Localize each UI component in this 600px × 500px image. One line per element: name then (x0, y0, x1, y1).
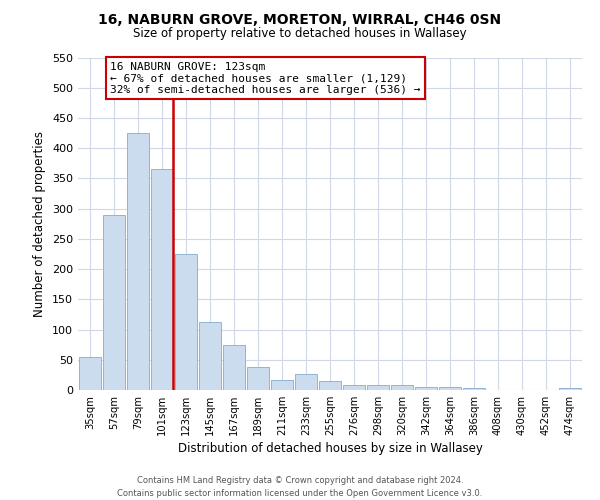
Bar (343, 384, 365, 390)
X-axis label: Distribution of detached houses by size in Wallasey: Distribution of detached houses by size … (178, 442, 482, 455)
Text: Contains HM Land Registry data © Crown copyright and database right 2024.
Contai: Contains HM Land Registry data © Crown c… (118, 476, 482, 498)
Bar (79, 357, 101, 390)
Bar (127, 133, 149, 390)
Bar (439, 387, 461, 390)
Bar (271, 380, 293, 390)
Bar (223, 344, 245, 390)
Bar (415, 387, 437, 390)
Bar (391, 385, 413, 390)
Bar (295, 374, 317, 390)
Text: 16, NABURN GROVE, MORETON, WIRRAL, CH46 0SN: 16, NABURN GROVE, MORETON, WIRRAL, CH46 … (98, 12, 502, 26)
Bar (463, 388, 485, 390)
Bar (199, 322, 221, 390)
Bar (367, 384, 389, 390)
Text: 16 NABURN GROVE: 123sqm
← 67% of detached houses are smaller (1,129)
32% of semi: 16 NABURN GROVE: 123sqm ← 67% of detache… (110, 62, 421, 95)
Y-axis label: Number of detached properties: Number of detached properties (34, 130, 46, 317)
Bar (151, 170, 173, 390)
Bar (319, 381, 341, 390)
Bar (559, 388, 581, 390)
Text: Size of property relative to detached houses in Wallasey: Size of property relative to detached ho… (133, 28, 467, 40)
Bar (175, 254, 197, 390)
Bar (247, 367, 269, 390)
Bar (103, 214, 125, 390)
